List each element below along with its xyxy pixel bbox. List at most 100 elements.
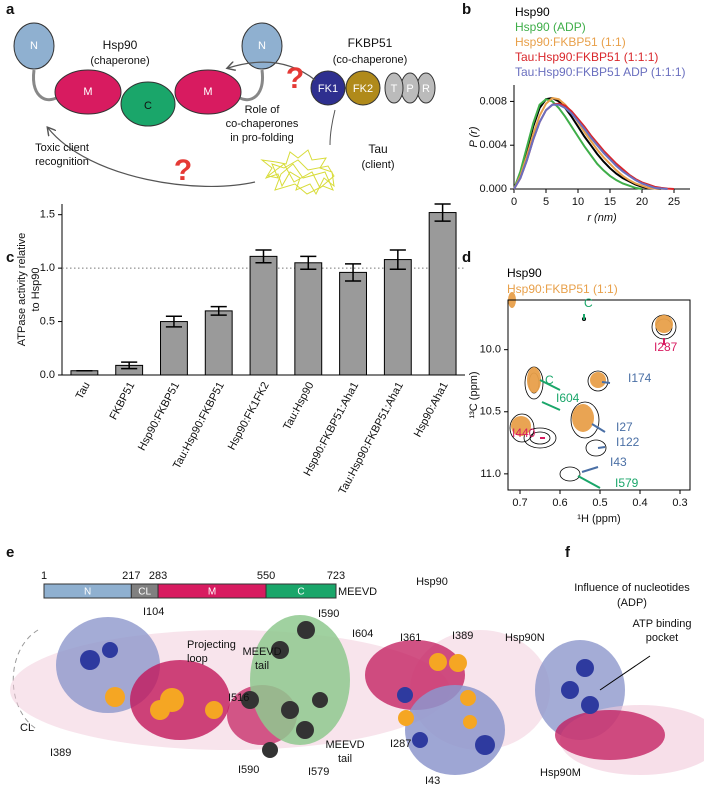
bar	[294, 262, 323, 376]
curve	[513, 97, 662, 190]
panel-label: b	[462, 1, 471, 18]
fkbp51-domain: P	[406, 83, 413, 95]
residue-label: Projecting	[187, 639, 236, 651]
leader-line	[597, 446, 606, 449]
hsp90-label: (chaperone)	[90, 55, 149, 67]
x-tick-label: Hsp90:FK1FK2	[226, 380, 272, 452]
legend-label: Hsp90 (ADP)	[515, 20, 586, 34]
residue-label: I604	[352, 628, 373, 640]
residue-label: tail	[255, 660, 269, 672]
legend-label: Tau:Hsp90:FKBP51 ADP (1:1:1)	[515, 65, 686, 79]
bar	[428, 212, 457, 376]
peak-label: I27	[616, 420, 633, 434]
residue-label: MEEVD	[325, 739, 364, 751]
y-tick-label: 0.5	[40, 315, 55, 327]
domain-label: M	[203, 86, 212, 98]
fkbp51-label: (co-chaperone)	[333, 54, 408, 66]
curve	[513, 103, 668, 190]
x-tick-label: Hsp90:Aha1	[412, 380, 451, 439]
x-tick-label: 15	[604, 196, 616, 208]
leader-line	[577, 475, 601, 489]
y-tick-label: 0.004	[479, 139, 507, 151]
x-tick-label: Tau:Hsp90:FKBP51	[171, 380, 227, 471]
x-tick-label: 0.4	[632, 497, 647, 509]
tau-label: Tau	[368, 142, 387, 156]
fkbp51-label: FKBP51	[348, 36, 393, 50]
panel-label: c	[6, 249, 14, 266]
peak-label: C	[545, 373, 554, 387]
bar	[383, 259, 412, 376]
y-tick-label: 10.5	[480, 406, 501, 418]
y-tick-label: 11.0	[480, 468, 501, 480]
f-label: Hsp90M	[540, 767, 581, 779]
error-bar	[434, 203, 451, 222]
fkbp51-domain: FK1	[318, 83, 338, 95]
x-tick-label: Hsp90:FKBP51	[136, 380, 182, 453]
f-title: Influence of nucleotides	[574, 582, 690, 594]
legend-label: Hsp90	[507, 266, 542, 280]
panel-f: Influence of nucleotides (ADP) Hsp90N AT…	[505, 582, 704, 779]
tau-label: (client)	[361, 159, 394, 171]
residue-label: I287	[390, 738, 411, 750]
residue-number: 217	[122, 570, 140, 582]
x-tick-label: 0.7	[512, 497, 527, 509]
y-tick-label: 0.000	[479, 183, 507, 195]
fkbp51-domain: R	[422, 83, 430, 95]
error-bar	[165, 315, 183, 328]
f-label: pocket	[646, 632, 678, 644]
peak-label: I440	[512, 426, 536, 440]
residue-label: MEEVD	[242, 646, 281, 658]
leader-line	[539, 379, 561, 391]
legend-label: Tau:Hsp90:FKBP51 (1:1:1)	[515, 50, 658, 64]
leader-line	[601, 381, 611, 384]
residue-label: CL	[20, 722, 34, 734]
residue-label: tail	[338, 753, 352, 765]
role-label: Role of	[245, 104, 281, 116]
curve	[513, 98, 643, 190]
residue-number: 723	[327, 570, 345, 582]
x-tick-label: Tau:Hsp90	[281, 380, 316, 432]
error-bar	[344, 263, 362, 282]
domain-name: CL	[138, 587, 151, 598]
toxic-label: recognition	[35, 156, 89, 168]
y-axis-label: to Hsp90	[30, 267, 42, 311]
question-mark: ?	[174, 154, 192, 187]
residue-label: I104	[143, 606, 164, 618]
hsp90-label: Hsp90	[103, 38, 138, 52]
error-bar	[389, 249, 406, 270]
y-tick-label: 10.0	[480, 344, 501, 356]
role-label: in pro-folding	[230, 132, 294, 144]
leader-line	[541, 401, 561, 411]
y-tick-label: 1.5	[40, 209, 55, 221]
domain-segment	[265, 583, 337, 599]
x-tick-label: 0.6	[552, 497, 567, 509]
residue-number: 283	[149, 570, 167, 582]
tail-label: MEEVD	[338, 586, 377, 598]
x-tick-label: 0.5	[592, 497, 607, 509]
fkbp51-domain: T	[391, 83, 398, 95]
domain-name: C	[297, 587, 304, 598]
domain-label: N	[258, 40, 266, 52]
domain-label: C	[144, 100, 152, 112]
residue-label: I579	[308, 766, 329, 778]
peak-label: I43	[610, 455, 627, 469]
residue-number: 1	[41, 570, 47, 582]
x-tick-label: 20	[636, 196, 648, 208]
error-bar	[210, 305, 227, 316]
y-tick-label: 0.008	[479, 95, 507, 107]
peak-label: I604	[556, 391, 580, 405]
x-tick-label: 10	[572, 196, 584, 208]
f-title: (ADP)	[617, 597, 647, 609]
leader-line	[581, 466, 599, 473]
structure-title: Hsp90	[416, 576, 448, 588]
x-tick-label: FKBP51	[108, 380, 138, 422]
leader-line	[591, 423, 606, 433]
x-tick-label: 0	[511, 196, 517, 208]
bar	[249, 255, 278, 376]
peak-label: C	[584, 296, 593, 310]
legend-label: Hsp90:FKBP51 (1:1)	[507, 282, 618, 296]
panel-e: N CL M C 1 217 283 550 723 MEEVD Hsp90 I104 Proje…	[10, 570, 550, 787]
domain-label: N	[30, 40, 38, 52]
legend-label: Hsp90:FKBP51 (1:1)	[515, 35, 626, 49]
